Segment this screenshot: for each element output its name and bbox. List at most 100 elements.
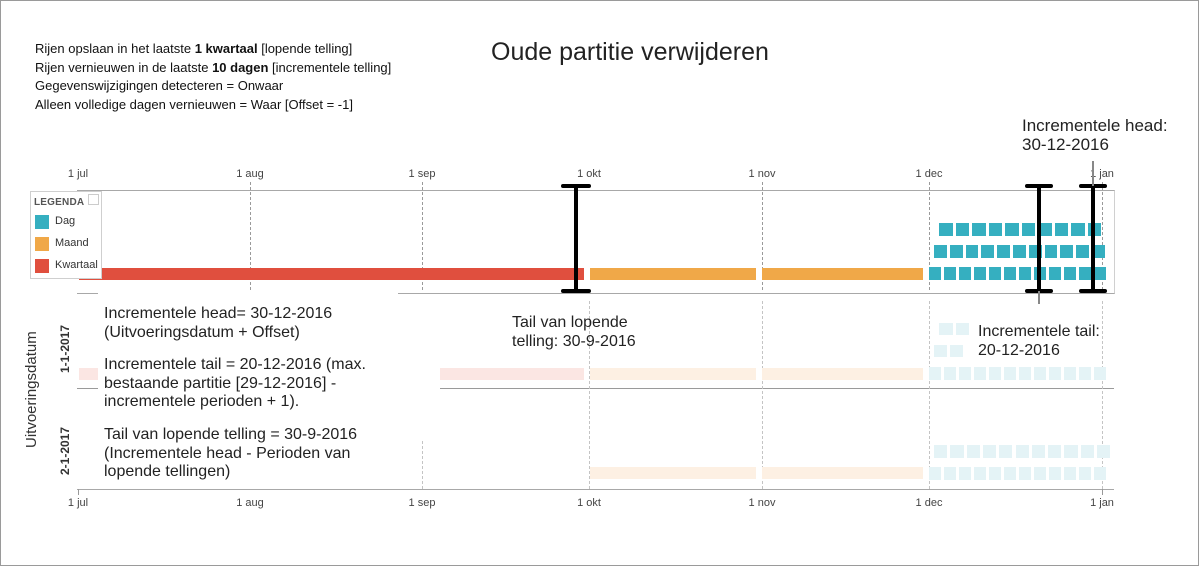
tick-top-jan: 1 jan — [1090, 168, 1114, 180]
legend-swatch — [35, 259, 49, 273]
day-partition-cell — [949, 245, 963, 258]
day-partition-cell — [1080, 445, 1094, 458]
legend: LEGENDA Dag Maand Kwartaal — [30, 191, 102, 279]
incremental-tail-marker — [1037, 186, 1041, 291]
day-partition-cell — [939, 323, 953, 335]
timeline-top-panel — [77, 190, 1115, 294]
day-partition-cell — [1049, 367, 1061, 380]
day-partition-cell — [999, 445, 1013, 458]
day-partition-cell — [988, 223, 1002, 236]
tick-bottom-dec: 1 dec — [915, 497, 943, 509]
day-partition-cell — [1054, 223, 1068, 236]
tick-bottom-oct: 1 okt — [577, 497, 601, 509]
day-partition-cell — [1034, 367, 1046, 380]
month-partition-faded — [590, 467, 756, 479]
day-partition-cell — [1094, 267, 1106, 280]
day-partition-cell — [934, 245, 947, 258]
incremental-tail-tick — [1038, 291, 1040, 304]
legend-focus-icon[interactable] — [88, 194, 99, 205]
day-partition-cell — [989, 267, 1001, 280]
day-partition-cell — [981, 245, 995, 258]
day-partition-cell — [1064, 467, 1076, 480]
day-partition-cell — [1060, 245, 1074, 258]
day-partition-cell — [1004, 267, 1016, 280]
day-partition-cell — [972, 223, 986, 236]
row-label-1: 1-1-2017 — [58, 324, 72, 373]
tick-top-nov: 1 nov — [748, 168, 776, 180]
day-partition-cell — [1079, 367, 1091, 380]
day-partition-cell — [955, 323, 969, 335]
month-partition-faded — [762, 467, 923, 479]
rolling-tail-marker — [574, 186, 578, 291]
day-partition-cell — [1094, 367, 1106, 380]
day-partition-cell — [974, 267, 986, 280]
gridline — [929, 301, 930, 489]
day-partition-cell — [1038, 223, 1052, 236]
gridline — [762, 182, 763, 290]
day-partition-cell — [1004, 467, 1016, 480]
day-partition-cell — [1049, 467, 1061, 480]
gridline — [762, 301, 763, 489]
setting-complete-days: Alleen volledige dagen vernieuwen = Waar… — [35, 96, 353, 112]
day-partition-cell — [939, 223, 953, 236]
tick-top-oct: 1 okt — [577, 168, 601, 180]
gridline — [589, 301, 590, 489]
note-incremental-head: Incrementele head= 30-12-2016 (Uitvoerin… — [104, 305, 333, 341]
note-incremental-tail: Incrementele tail = 20-12-2016 (max. bes… — [104, 356, 366, 410]
day-partition-cell — [934, 345, 947, 357]
tick-bottom-sep: 1 sep — [408, 497, 436, 509]
row-label-2: 2-1-2017 — [58, 426, 72, 475]
gridline — [1102, 301, 1103, 489]
day-partition-cell — [1064, 445, 1078, 458]
day-partition-cell — [1071, 223, 1085, 236]
day-partition-cell — [1034, 467, 1046, 480]
setting-refresh-rows: Rijen vernieuwen in de laatste 10 dagen … — [35, 59, 392, 75]
day-partition-cell — [959, 367, 971, 380]
day-partition-cell — [982, 445, 997, 458]
notes-panel-mid — [98, 349, 440, 411]
notes-panel-top — [98, 291, 398, 351]
tick-bottom-nov: 1 nov — [748, 497, 776, 509]
day-partition-cell — [989, 367, 1001, 380]
month-partition-oct — [590, 268, 756, 280]
day-partition-cell — [929, 467, 941, 480]
tick-top-sep: 1 sep — [408, 168, 436, 180]
incremental-head-marker — [1091, 186, 1095, 291]
day-partition-cell — [1019, 367, 1031, 380]
gridline — [250, 182, 251, 290]
day-partition-cell — [944, 367, 956, 380]
day-partition-cell — [1015, 445, 1029, 458]
day-partition-cell — [1013, 245, 1026, 258]
day-partition-cell — [929, 267, 941, 280]
day-partition-cell — [1076, 245, 1089, 258]
day-partition-cell — [949, 345, 963, 357]
day-partition-cell — [929, 367, 941, 380]
tick-bottom-jan: 1 jan — [1090, 497, 1114, 509]
month-partition-faded — [762, 368, 923, 380]
policy-settings: Rijen opslaan in het laatste 1 kwartaal … — [35, 40, 391, 114]
notes-panel-bottom — [98, 411, 398, 489]
incremental-head-tick — [1092, 161, 1094, 186]
legend-swatch — [35, 237, 49, 251]
day-partition-cell — [1021, 223, 1035, 236]
note-rolling-tail: Tail van lopende telling = 30-9-2016 (In… — [104, 426, 358, 480]
day-partition-cell — [989, 467, 1001, 480]
day-partition-cell — [1092, 245, 1105, 258]
day-partition-cell — [959, 267, 971, 280]
day-partition-cell — [934, 445, 948, 458]
day-partition-cell — [966, 445, 980, 458]
month-partition-nov — [762, 268, 923, 280]
day-partition-cell — [1044, 245, 1058, 258]
incremental-tail-label: Incrementele tail: 20-12-2016 — [978, 323, 1100, 359]
gridline — [929, 182, 930, 290]
incremental-head-marker-cap — [1079, 184, 1107, 188]
day-partition-cell — [1079, 267, 1091, 280]
incremental-tail-marker-cap — [1025, 184, 1053, 188]
day-partition-cell — [1049, 267, 1061, 280]
day-partition-cell — [1005, 223, 1019, 236]
axis-bottom-line — [77, 489, 1114, 490]
day-partition-cell — [1019, 267, 1031, 280]
tick-top-dec: 1 dec — [915, 168, 943, 180]
gridline — [1102, 182, 1103, 290]
